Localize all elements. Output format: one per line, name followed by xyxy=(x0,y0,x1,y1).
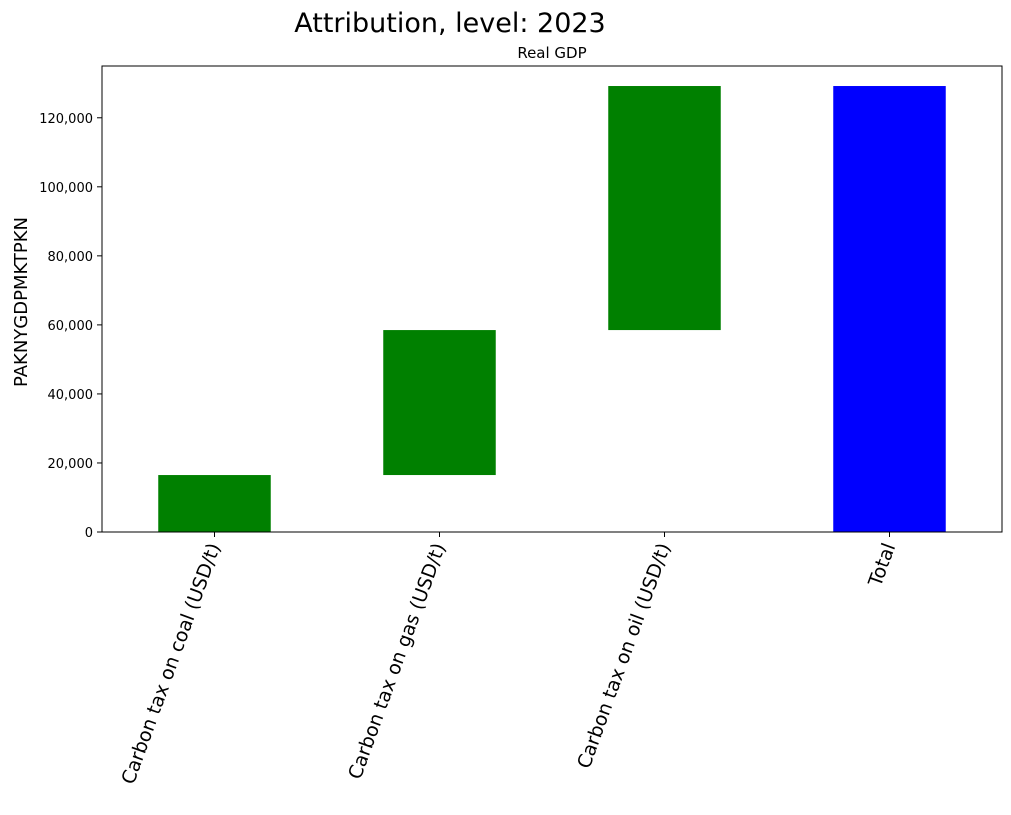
bars-layer xyxy=(158,86,946,532)
y-tick-label: 80,000 xyxy=(48,250,94,265)
y-tick-label: 40,000 xyxy=(48,388,94,403)
x-tick-label: Carbon tax on gas (USD/t) xyxy=(344,540,450,782)
x-tick-label: Total xyxy=(864,540,900,590)
bar-carbon-tax-on-oil-usd-t xyxy=(608,86,721,331)
chart-subtitle: Real GDP xyxy=(517,44,586,62)
y-axis-label: PAKNYGDPMKTPKN xyxy=(11,217,32,387)
y-tick-label: 120,000 xyxy=(39,112,93,127)
x-tick-label: Carbon tax on oil (USD/t) xyxy=(573,540,675,771)
axes-layer xyxy=(101,65,1003,533)
plot-frame xyxy=(101,65,1003,533)
x-ticks-layer: Carbon tax on coal (USD/t) Carbon tax on … xyxy=(117,532,900,787)
x-tick-label: Carbon tax on coal (USD/t) xyxy=(117,540,225,787)
bar-carbon-tax-on-gas-usd-t xyxy=(383,330,496,476)
y-tick-label: 60,000 xyxy=(48,319,94,334)
bar-carbon-tax-on-coal-usd-t xyxy=(158,475,271,532)
y-tick-label: 20,000 xyxy=(48,457,94,472)
y-ticks-layer: 0 20,000 40,000 60,000 80,000 100,000 120,000 xyxy=(39,112,102,541)
y-tick-label: 0 xyxy=(85,526,93,541)
bar-total xyxy=(833,86,946,532)
chart-title: Attribution, level: 2023 xyxy=(294,8,606,39)
y-tick-label: 100,000 xyxy=(39,181,93,196)
